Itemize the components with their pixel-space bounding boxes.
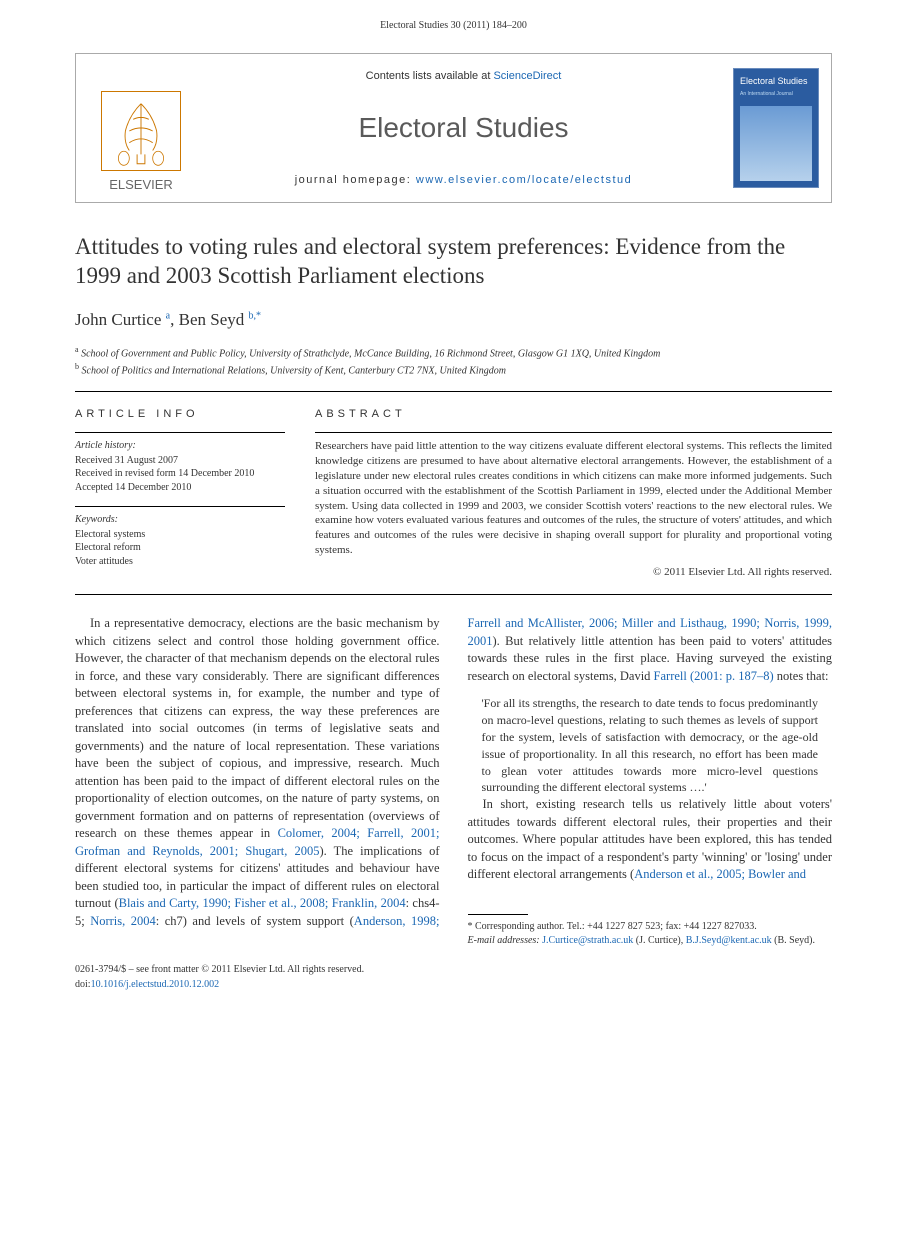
- keyword-2: Electoral reform: [75, 541, 285, 555]
- footer-bar: 0261-3794/$ – see front matter © 2011 El…: [0, 948, 907, 1012]
- abstract-heading: ABSTRACT: [315, 406, 832, 423]
- info-abstract-row: ARTICLE INFO Article history: Received 3…: [75, 406, 832, 581]
- cover-thumbnail-wrap: Electoral Studies An International Journ…: [721, 54, 831, 202]
- email-addresses-line: E-mail addresses: J.Curtice@strath.ac.uk…: [468, 934, 833, 948]
- author-1: John Curtice: [75, 310, 161, 329]
- abstract-divider: [315, 432, 832, 433]
- author-1-affil-marker[interactable]: a: [166, 310, 170, 321]
- author-2: Ben Seyd: [179, 310, 245, 329]
- affiliation-a: a School of Government and Public Policy…: [75, 344, 832, 361]
- citation-link[interactable]: Norris, 2004: [90, 914, 156, 928]
- citation-link[interactable]: Farrell (2001: p. 187–8): [654, 669, 774, 683]
- citation-text: Electoral Studies 30 (2011) 184–200: [380, 20, 527, 31]
- abstract-copyright: © 2011 Elsevier Ltd. All rights reserved…: [315, 564, 832, 581]
- body-paragraph-2: In short, existing research tells us rel…: [468, 796, 833, 884]
- elsevier-tree-logo: [101, 91, 181, 171]
- article-info-heading: ARTICLE INFO: [75, 406, 285, 423]
- authors-line: John Curtice a, Ben Seyd b,*: [75, 307, 832, 333]
- abstract-column: ABSTRACT Researchers have paid little at…: [315, 406, 832, 581]
- article-title: Attitudes to voting rules and electoral …: [75, 233, 832, 291]
- block-quote: 'For all its strengths, the research to …: [482, 695, 819, 796]
- info-divider: [75, 506, 285, 507]
- masthead-center: Contents lists available at ScienceDirec…: [206, 54, 721, 202]
- citation-link[interactable]: Blais and Carty, 1990; Fisher et al., 20…: [119, 896, 406, 910]
- cover-title: Electoral Studies: [740, 75, 812, 89]
- sciencedirect-link[interactable]: ScienceDirect: [493, 70, 561, 82]
- citation-link[interactable]: Anderson et al., 2005; Bowler and: [634, 867, 806, 881]
- keyword-3: Voter attitudes: [75, 555, 285, 569]
- abstract-text: Researchers have paid little attention t…: [315, 439, 832, 558]
- article-history-block: Article history: Received 31 August 2007…: [75, 439, 285, 494]
- journal-homepage-line: journal homepage: www.elsevier.com/locat…: [295, 172, 633, 189]
- journal-masthead: ELSEVIER Contents lists available at Sci…: [75, 53, 832, 203]
- history-line-1: Received 31 August 2007: [75, 454, 285, 468]
- footnote-rule: [468, 914, 528, 915]
- doi-link[interactable]: 10.1016/j.electstud.2010.12.002: [91, 979, 220, 990]
- issn-copyright-line: 0261-3794/$ – see front matter © 2011 El…: [75, 962, 832, 977]
- running-header: Electoral Studies 30 (2011) 184–200: [0, 0, 907, 43]
- section-divider: [75, 391, 832, 392]
- doi-line: doi:10.1016/j.electstud.2010.12.002: [75, 977, 832, 992]
- keywords-label: Keywords:: [75, 513, 285, 527]
- publisher-block: ELSEVIER: [76, 54, 206, 202]
- section-divider: [75, 594, 832, 595]
- cover-art: [740, 106, 812, 181]
- footnotes: * Corresponding author. Tel.: +44 1227 8…: [468, 914, 833, 948]
- history-line-3: Accepted 14 December 2010: [75, 481, 285, 495]
- email-link-2[interactable]: B.J.Seyd@kent.ac.uk: [686, 935, 772, 946]
- publisher-name: ELSEVIER: [109, 175, 173, 195]
- info-divider: [75, 432, 285, 433]
- author-2-corresponding-marker[interactable]: *: [256, 310, 261, 321]
- journal-title: Electoral Studies: [358, 107, 568, 149]
- history-line-2: Received in revised form 14 December 201…: [75, 467, 285, 481]
- history-label: Article history:: [75, 439, 285, 453]
- contents-available-line: Contents lists available at ScienceDirec…: [366, 68, 562, 85]
- author-2-affil-marker[interactable]: b,: [249, 310, 257, 321]
- keywords-block: Keywords: Electoral systems Electoral re…: [75, 513, 285, 568]
- affiliations: a School of Government and Public Policy…: [75, 344, 832, 379]
- corresponding-author-note: * Corresponding author. Tel.: +44 1227 8…: [468, 920, 833, 934]
- journal-homepage-link[interactable]: www.elsevier.com/locate/electstud: [416, 174, 632, 186]
- cover-subtitle: An International Journal: [740, 91, 812, 99]
- keyword-1: Electoral systems: [75, 528, 285, 542]
- journal-cover-thumbnail: Electoral Studies An International Journ…: [733, 68, 819, 188]
- article-info-column: ARTICLE INFO Article history: Received 3…: [75, 406, 285, 581]
- email-link-1[interactable]: J.Curtice@strath.ac.uk: [542, 935, 633, 946]
- affiliation-b: b School of Politics and International R…: [75, 361, 832, 378]
- body-text: In a representative democracy, elections…: [75, 615, 832, 947]
